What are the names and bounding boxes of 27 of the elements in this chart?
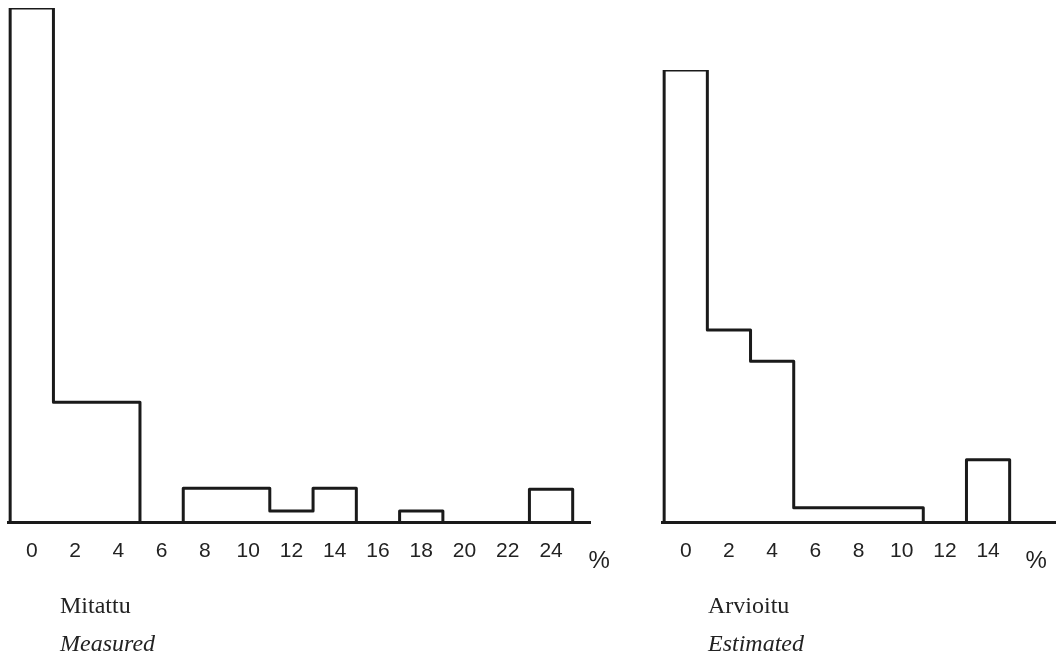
x-tick-label: 0 [679, 538, 692, 562]
x-tick-label: 18 [409, 538, 433, 562]
x-tick-label: 6 [809, 538, 822, 562]
x-tick-label: 12 [279, 538, 304, 562]
x-tick-label: 8 [852, 538, 865, 562]
text: Estimated [708, 630, 804, 657]
x-tick-label: 10 [236, 538, 260, 562]
x-axis-title: % [588, 545, 610, 573]
x-tick-label: 22 [496, 538, 520, 562]
x-tick-label: 2 [69, 538, 81, 562]
x-tick-label: 14 [323, 538, 347, 562]
x-tick-label: 4 [112, 538, 125, 562]
x-tick-label: 16 [366, 538, 390, 562]
x-tick-label: 24 [539, 538, 564, 562]
text: Measured [60, 630, 156, 657]
x-tick-label: 14 [976, 538, 1001, 562]
x-tick-label: 20 [452, 538, 477, 562]
x-tick-label: 0 [25, 538, 38, 562]
x-tick-label: 2 [723, 538, 735, 562]
text: Mitattu [60, 592, 131, 619]
x-tick-label: 4 [766, 538, 779, 562]
x-tick-label: 6 [155, 538, 168, 562]
text: Arvioitu [708, 592, 790, 619]
x-tick-label: 12 [933, 538, 957, 562]
x-tick-label: 10 [890, 538, 914, 562]
x-tick-label: 8 [199, 538, 211, 562]
x-axis-title: % [1025, 545, 1047, 573]
